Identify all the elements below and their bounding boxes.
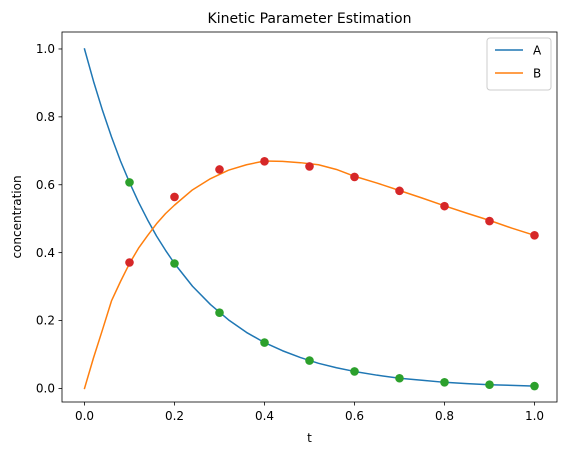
plot-frame: [61, 31, 558, 403]
data-point-b-data: [395, 186, 404, 196]
data-point-b-data: [125, 258, 134, 267]
data-point-b-data: [530, 231, 539, 240]
marker-layer: [125, 157, 539, 391]
data-point-a-data: [125, 178, 134, 187]
data-point-b-data: [485, 216, 494, 226]
x-tick-label: 0.8: [435, 409, 454, 423]
x-tick-label: 0.0: [75, 409, 94, 423]
legend-box: [486, 37, 552, 91]
y-axis-label: concentration: [10, 175, 24, 258]
series-line-a: [83, 48, 536, 387]
x-tick-label: 0.2: [165, 409, 184, 423]
chart-title: Kinetic Parameter Estimation: [208, 11, 412, 27]
series-layer: [83, 48, 536, 390]
data-point-b-data: [350, 172, 359, 182]
legend-label-a: A: [533, 44, 542, 58]
data-point-b-data: [440, 201, 449, 211]
data-point-a-data: [170, 259, 179, 268]
data-point-a-data: [350, 367, 359, 376]
legend-label-b: B: [533, 67, 541, 81]
y-axis: 0.0 0.2 0.4 0.6 0.8 1.0: [36, 42, 62, 396]
y-tick-label: 0.0: [36, 382, 55, 396]
data-point-a-data: [305, 356, 314, 365]
y-tick-label: 1.0: [36, 42, 55, 56]
x-axis: 0.0 0.2 0.4 0.6 0.8 1.0: [75, 402, 544, 423]
y-tick-label: 0.2: [36, 314, 55, 328]
x-axis-label: t: [307, 431, 312, 445]
data-point-b-data: [305, 162, 314, 171]
data-point-b-data: [215, 165, 224, 174]
x-tick-label: 0.6: [345, 409, 364, 423]
legend: A B: [486, 37, 552, 91]
x-tick-label: 0.4: [255, 409, 274, 423]
x-tick-label: 1.0: [525, 409, 544, 423]
data-point-a-data: [485, 380, 494, 389]
y-tick-label: 0.6: [36, 178, 55, 192]
data-point-a-data: [215, 308, 224, 318]
series-line-b: [83, 160, 536, 390]
y-tick-label: 0.8: [36, 110, 55, 124]
data-point-b-data: [260, 157, 269, 166]
data-point-a-data: [530, 381, 539, 391]
data-point-a-data: [260, 338, 269, 347]
plot-area: [62, 32, 557, 402]
data-point-a-data: [395, 373, 404, 383]
data-point-b-data: [170, 192, 179, 202]
data-point-a-data: [440, 378, 449, 387]
y-tick-label: 0.4: [36, 246, 55, 260]
